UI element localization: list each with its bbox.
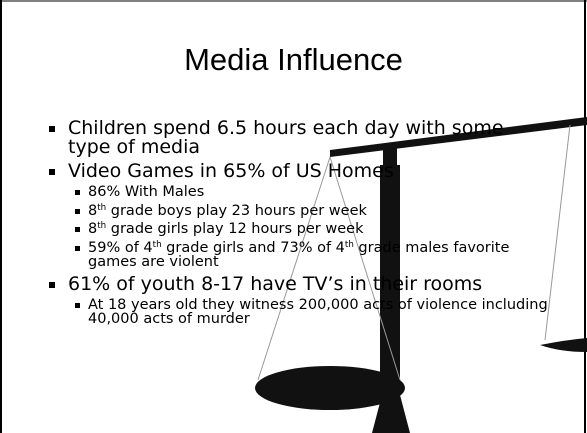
bullet: Video Games in 65% of US Homes bbox=[68, 162, 538, 181]
bullet-text: grade boys play 23 hours per week bbox=[106, 203, 367, 219]
bullet-text: 61% of youth 8-17 have TV’s in their roo… bbox=[68, 273, 482, 295]
sub-bullet: 86% With Males bbox=[88, 185, 548, 200]
bullet-text: At 18 years old they witness 200,000 act… bbox=[88, 297, 548, 328]
bullet-text: grade girls play 12 hours per week bbox=[106, 221, 363, 237]
bullet: Children spend 6.5 hours each day with s… bbox=[68, 119, 538, 157]
sub-bullet: 59% of 4th grade girls and 73% of 4th gr… bbox=[88, 241, 548, 270]
superscript: th bbox=[97, 221, 106, 231]
superscript: th bbox=[153, 240, 162, 250]
superscript: th bbox=[97, 203, 106, 213]
slide: Media Influence Children spend 6.5 hours… bbox=[0, 0, 587, 433]
superscript: th bbox=[345, 240, 354, 250]
sub-bullet: 8th grade girls play 12 hours per week bbox=[88, 222, 548, 237]
sub-bullet: 8th grade boys play 23 hours per week bbox=[88, 204, 548, 219]
bullet-text: 8 bbox=[88, 203, 97, 219]
bullet: 61% of youth 8-17 have TV’s in their roo… bbox=[68, 275, 538, 294]
bullet-text: 8 bbox=[88, 221, 97, 237]
slide-title: Media Influence bbox=[0, 42, 587, 78]
bullet-list: Children spend 6.5 hours each day with s… bbox=[0, 114, 587, 327]
bullet-text: Children spend 6.5 hours each day with s… bbox=[68, 117, 504, 158]
bullet-text: Video Games in 65% of US Homes bbox=[68, 160, 394, 182]
sub-bullet: At 18 years old they witness 200,000 act… bbox=[88, 298, 548, 327]
bullet-text: 86% With Males bbox=[88, 184, 204, 200]
